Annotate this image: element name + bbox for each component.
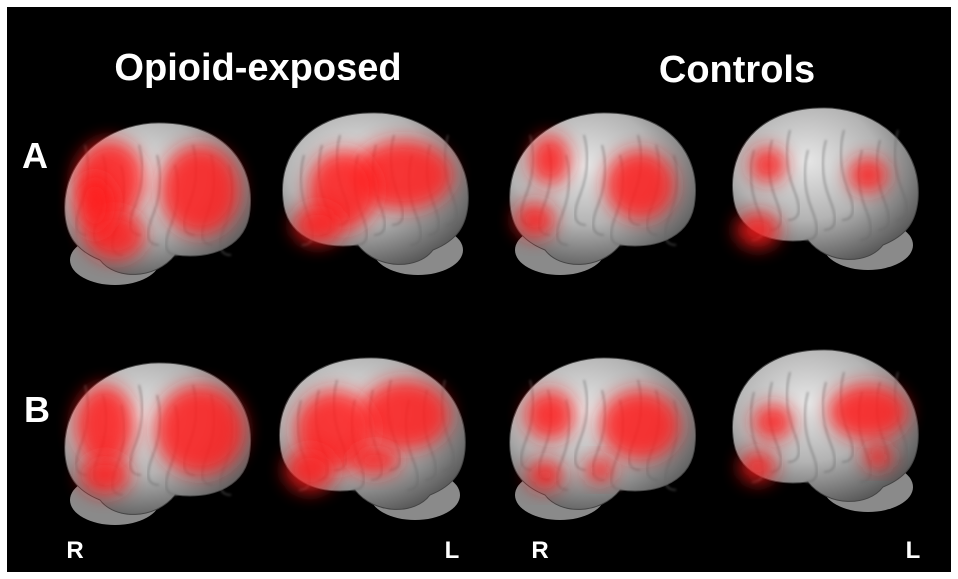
- row-label: A: [22, 135, 48, 176]
- activation: [848, 157, 888, 193]
- orientation-label: R: [66, 537, 83, 564]
- group-title: Controls: [659, 49, 815, 91]
- activation: [293, 205, 343, 245]
- activation: [736, 212, 780, 248]
- figure: Opioid-exposed Controls A B R L R L: [0, 0, 958, 579]
- activation: [75, 385, 135, 465]
- orientation-label: L: [906, 537, 921, 564]
- activation: [605, 150, 675, 220]
- activation: [155, 385, 245, 475]
- activation: [285, 448, 335, 492]
- activation: [600, 390, 680, 460]
- orientation-label: R: [531, 537, 548, 564]
- activation: [750, 147, 786, 183]
- activation: [753, 404, 793, 440]
- activation: [828, 384, 908, 440]
- activation: [530, 135, 570, 185]
- activation: [350, 445, 400, 475]
- orientation-label: L: [445, 537, 460, 564]
- activation: [525, 390, 575, 440]
- activation: [527, 460, 563, 490]
- activation: [80, 455, 130, 495]
- activation: [515, 202, 555, 238]
- activation: [863, 445, 893, 469]
- activation: [75, 175, 115, 235]
- activation: [160, 145, 240, 235]
- brain: [732, 108, 918, 270]
- activation: [585, 458, 615, 482]
- group-title: Opioid-exposed: [114, 47, 401, 89]
- activation: [740, 451, 776, 483]
- row-label: B: [24, 389, 50, 430]
